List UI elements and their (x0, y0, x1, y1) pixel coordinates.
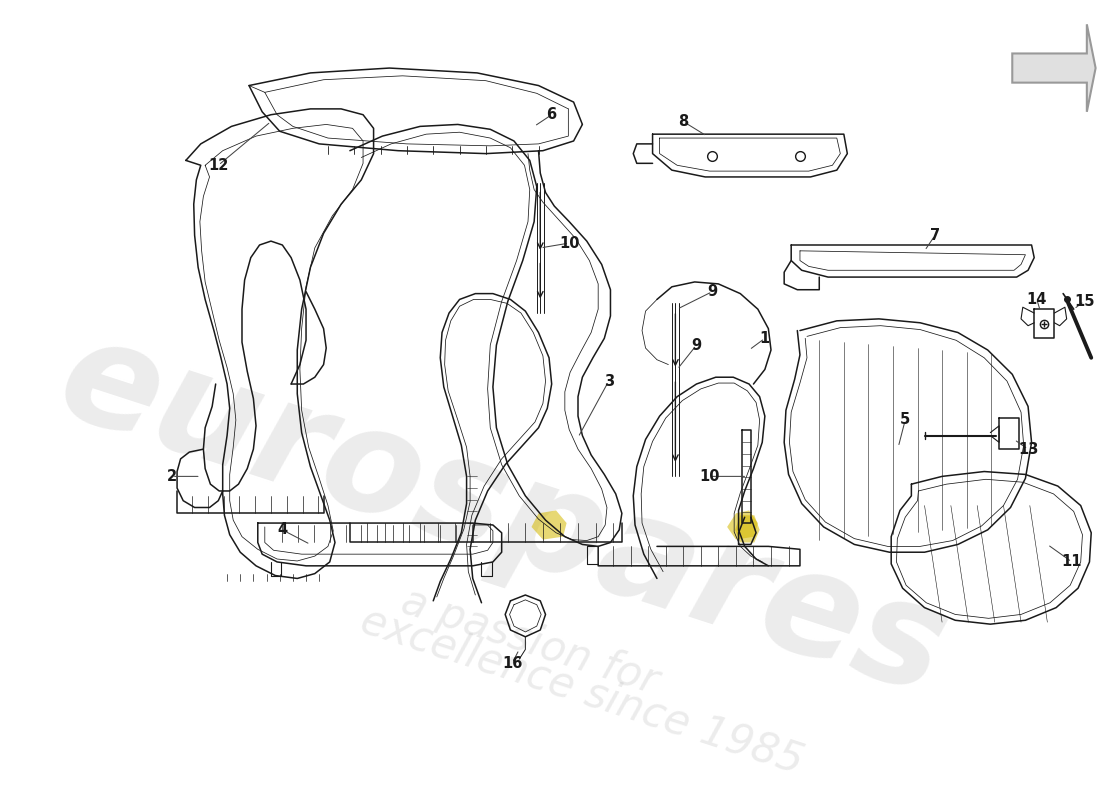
Polygon shape (727, 510, 758, 539)
Text: 5: 5 (900, 413, 911, 427)
Text: 3: 3 (604, 374, 614, 389)
Text: 16: 16 (502, 655, 522, 670)
Text: 13: 13 (1018, 442, 1038, 457)
Text: 1: 1 (760, 331, 770, 346)
Text: 7: 7 (930, 228, 940, 242)
Text: 15: 15 (1074, 294, 1094, 309)
Text: 10: 10 (559, 235, 580, 250)
Text: 8: 8 (679, 114, 689, 129)
Text: 9: 9 (692, 338, 702, 353)
Text: 9: 9 (707, 284, 717, 299)
Text: excellence since 1985: excellence since 1985 (355, 598, 810, 782)
Text: 4: 4 (277, 522, 287, 538)
Text: 12: 12 (208, 158, 229, 173)
Text: 11: 11 (1062, 554, 1082, 570)
Polygon shape (531, 510, 566, 539)
Text: 14: 14 (1026, 292, 1047, 307)
Text: eurospares: eurospares (43, 306, 964, 725)
Polygon shape (735, 515, 760, 542)
Text: 10: 10 (700, 469, 719, 484)
Polygon shape (1012, 24, 1096, 112)
Text: a passion for: a passion for (396, 580, 663, 703)
Text: 2: 2 (167, 469, 177, 484)
Text: 6: 6 (547, 107, 557, 122)
